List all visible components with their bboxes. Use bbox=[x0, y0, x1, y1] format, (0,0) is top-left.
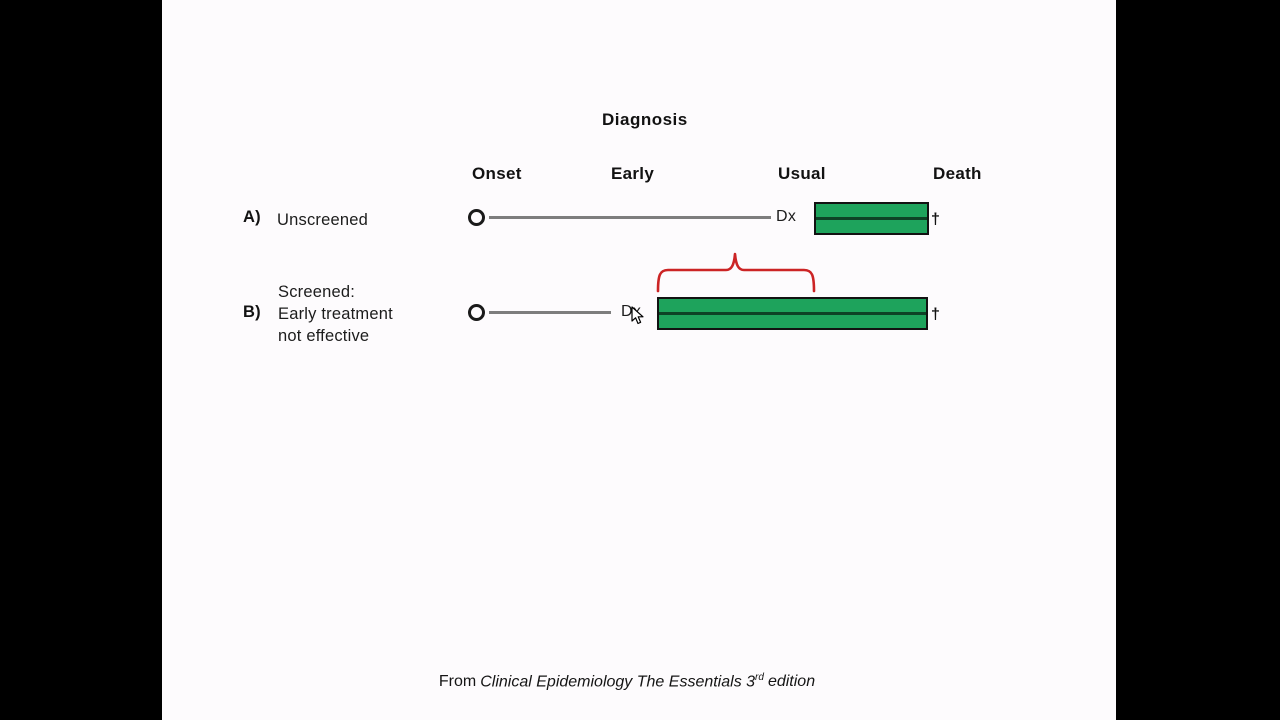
row-b-label-line2: Early treatment bbox=[278, 305, 393, 323]
letterbox-right bbox=[1116, 0, 1280, 720]
citation-suffix: edition bbox=[767, 673, 816, 691]
citation: From Clinical Epidemiology The Essentials… bbox=[162, 672, 1092, 691]
row-a-label: Unscreened bbox=[277, 211, 368, 229]
row-b-label-line3: not effective bbox=[278, 327, 370, 345]
arrow-pointer-icon bbox=[631, 306, 644, 325]
death-dagger-a: † bbox=[931, 211, 940, 228]
timeline-line-a bbox=[489, 216, 771, 219]
bar-divider-line bbox=[659, 311, 926, 315]
dx-label-a: Dx bbox=[776, 208, 797, 225]
survival-bar-unscreened bbox=[814, 202, 929, 235]
letterbox-left bbox=[0, 0, 162, 720]
column-header-early: Early bbox=[611, 164, 655, 183]
death-dagger-b: † bbox=[931, 306, 940, 323]
citation-from: From bbox=[438, 673, 477, 691]
citation-title: Clinical Epidemiology The Essentials 3 bbox=[480, 673, 756, 691]
survival-bar-screened bbox=[657, 297, 928, 330]
row-b-label-line1: Screened: bbox=[278, 283, 356, 301]
diagram-title: Diagnosis bbox=[602, 110, 688, 129]
column-header-death: Death bbox=[933, 164, 982, 183]
row-b-prefix: B) bbox=[243, 303, 261, 321]
column-header-usual: Usual bbox=[778, 164, 826, 183]
row-a-prefix: A) bbox=[243, 208, 261, 226]
slide-canvas: Diagnosis Onset Early Usual Death A) Uns… bbox=[162, 0, 1116, 720]
onset-marker-circle bbox=[468, 304, 485, 321]
citation-ordinal: rd bbox=[755, 672, 764, 683]
lead-time-brace bbox=[656, 252, 816, 293]
timeline-line-b bbox=[489, 311, 611, 314]
bar-divider-line bbox=[816, 216, 927, 220]
onset-marker-circle bbox=[468, 209, 485, 226]
column-header-onset: Onset bbox=[472, 164, 522, 183]
